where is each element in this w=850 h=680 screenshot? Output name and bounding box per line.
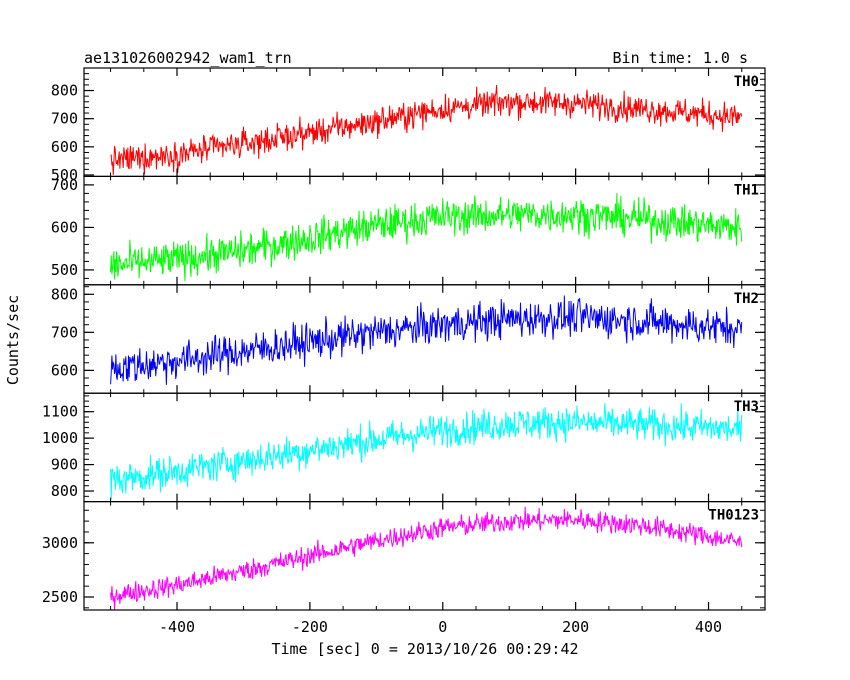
- y-tick-label: 1100: [42, 403, 78, 421]
- panel-label: TH1: [734, 182, 759, 198]
- panel-label: TH3: [734, 399, 759, 415]
- chart-title: ae131026002942_wam1_trn: [84, 49, 292, 67]
- panel-th3: 800 900 1000 1100 TH3: [42, 392, 766, 503]
- y-tick-label: 600: [51, 138, 78, 156]
- panel-frame: [83, 501, 766, 611]
- x-tick-label: 400: [695, 618, 722, 636]
- panels-group: 500 600 700 800 TH0 500 600 700 TH1 600 700 800 TH2 8…: [42, 67, 766, 611]
- y-tick-label: 500: [51, 261, 78, 279]
- panel-th0: 500 600 700 800 TH0: [51, 67, 766, 184]
- panel-frame: [83, 284, 766, 394]
- y-tick-label: 800: [51, 82, 78, 100]
- bin-time-label: Bin time: 1.0 s: [613, 49, 748, 67]
- lightcurve-th0123: [110, 506, 743, 610]
- panel-label: TH0: [734, 74, 759, 90]
- x-axis-label: Time [sec] 0 = 2013/10/26 00:29:42: [271, 640, 578, 658]
- panel-label: TH2: [734, 291, 759, 307]
- y-tick-label: 600: [51, 218, 78, 236]
- panel-th1: 500 600 700 TH1: [51, 175, 766, 286]
- lightcurve-th0: [110, 84, 743, 175]
- y-tick-label: 1000: [42, 429, 78, 447]
- panel-th0123: 2500 3000 TH0123: [42, 501, 766, 611]
- y-axis-label: Counts/sec: [4, 295, 22, 385]
- y-tick-label: 700: [51, 176, 78, 194]
- panel-th2: 600 700 800 TH2: [51, 284, 766, 394]
- y-tick-label: 600: [51, 361, 78, 379]
- panel-frame: [83, 175, 766, 286]
- lightcurve-th2: [110, 295, 743, 385]
- lightcurve-th1: [110, 193, 743, 282]
- y-tick-label: 800: [51, 285, 78, 303]
- y-tick-label: 900: [51, 456, 78, 474]
- x-tick-label: -400: [159, 618, 195, 636]
- y-tick-label: 3000: [42, 534, 78, 552]
- y-tick-label: 700: [51, 110, 78, 128]
- y-tick-label: 700: [51, 323, 78, 341]
- panel-frame: [83, 392, 766, 503]
- y-tick-label: 2500: [42, 588, 78, 606]
- x-tick-label: 200: [562, 618, 589, 636]
- x-tick-label: 0: [438, 618, 447, 636]
- panel-label: TH0123: [708, 508, 759, 524]
- lightcurve-th3: [110, 403, 743, 500]
- x-axis: -400 -200 0 200 400: [159, 618, 722, 636]
- y-tick-label: 800: [51, 482, 78, 500]
- x-tick-label: -200: [292, 618, 328, 636]
- y-tick-label: 500: [51, 166, 78, 184]
